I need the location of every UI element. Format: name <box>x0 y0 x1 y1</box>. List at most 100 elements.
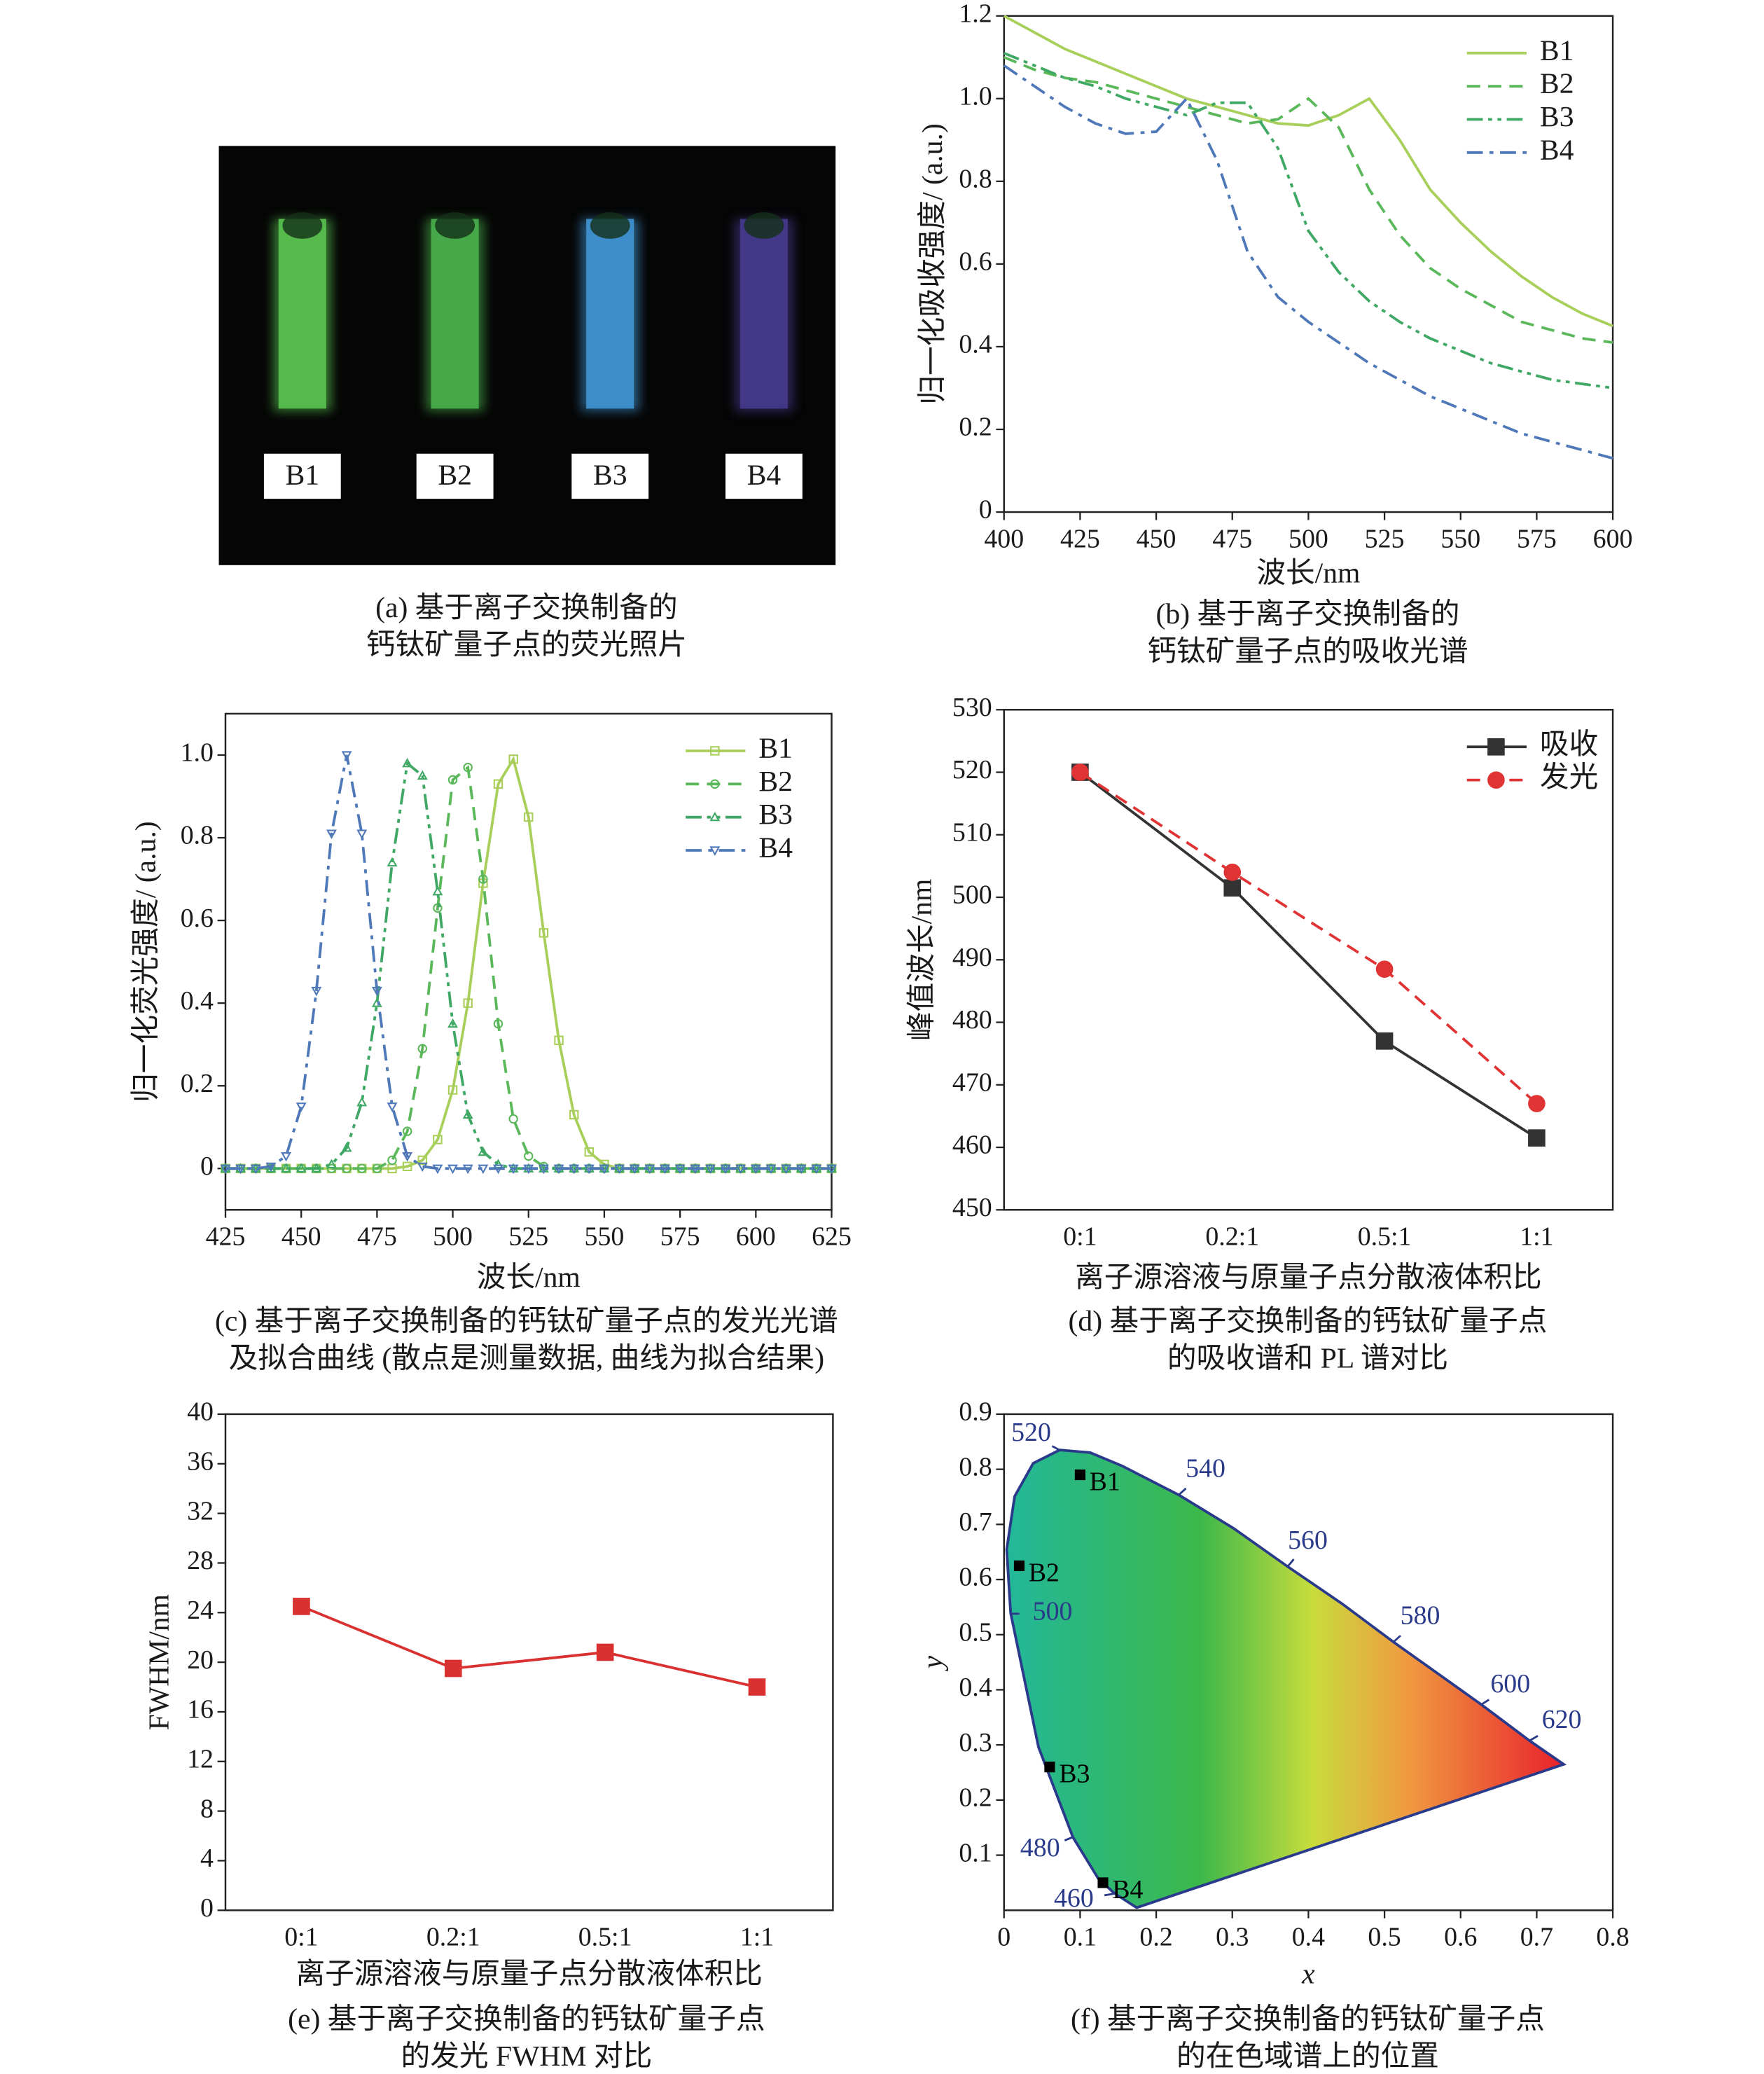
plot-frame <box>1003 15 1614 513</box>
caption: 钙钛矿量子点的荧光照片 <box>366 629 687 661</box>
series-line <box>225 761 832 1170</box>
x-tick-label: 550 <box>1440 524 1480 553</box>
marker <box>342 1163 352 1173</box>
marker <box>462 1164 473 1175</box>
marker <box>614 1164 625 1175</box>
marker <box>508 1114 518 1124</box>
y-tick-label: 530 <box>952 693 992 722</box>
y-tick-label: 470 <box>952 1067 992 1097</box>
wavelength-label: 600 <box>1490 1669 1530 1699</box>
locus-tick <box>1529 1734 1539 1742</box>
marker <box>432 1164 443 1175</box>
marker <box>235 1164 246 1175</box>
legend-marker <box>709 811 721 822</box>
x-tick-label: 1:1 <box>740 1923 774 1952</box>
caption: (e) 基于离子交换制备的钙钛矿量子点 <box>288 2003 765 2035</box>
legend-label: B4 <box>758 832 793 864</box>
x-axis-label: 波长/nm <box>1256 558 1360 590</box>
marker <box>281 1163 291 1173</box>
y-tick-label: 0 <box>979 495 992 525</box>
vial-label: B4 <box>747 459 782 491</box>
x-tick-label: 0.5:1 <box>1358 1222 1412 1252</box>
y-tick-label: 0.8 <box>959 1452 992 1481</box>
marker <box>447 775 458 785</box>
y-axis-label: 峰值波长/nm <box>906 879 938 1041</box>
marker <box>781 1164 792 1175</box>
marker <box>402 757 413 768</box>
marker <box>433 1135 443 1145</box>
x-tick-label: 425 <box>1060 524 1100 553</box>
marker <box>311 1163 322 1173</box>
marker <box>1528 1129 1546 1147</box>
y-tick-label: 0.2 <box>959 413 992 442</box>
vial <box>739 219 789 409</box>
x-tick-label: 575 <box>1517 524 1557 553</box>
marker <box>524 812 534 822</box>
y-tick-label: 450 <box>952 1193 992 1222</box>
series-line <box>1003 15 1613 328</box>
marker <box>296 1163 307 1173</box>
point-marker <box>1013 1560 1025 1571</box>
series-line <box>225 754 832 1170</box>
y-tick-label: 0.5 <box>959 1617 992 1647</box>
x-tick-label: 0.2:1 <box>426 1923 480 1952</box>
x-tick-label: 0.5:1 <box>578 1923 632 1952</box>
y-tick-label: 0.9 <box>959 1397 992 1427</box>
marker <box>720 1164 731 1175</box>
marker <box>326 1159 337 1168</box>
marker <box>478 874 488 884</box>
caption: 及拟合曲线 (散点是测量数据, 曲线为拟合结果) <box>229 1343 824 1375</box>
y-tick-label: 0.6 <box>181 904 214 933</box>
y-tick-label: 500 <box>952 880 992 910</box>
caption: (a) 基于离子交换制备的 <box>375 591 678 624</box>
series-line <box>1003 64 1613 460</box>
legend-label: B1 <box>758 733 793 765</box>
marker <box>765 1164 777 1175</box>
vial <box>431 219 479 409</box>
label-box <box>725 453 803 499</box>
marker <box>341 1142 352 1152</box>
y-tick-label: 0.1 <box>959 1838 992 1867</box>
x-tick-label: 500 <box>433 1222 473 1252</box>
marker <box>508 754 518 764</box>
caption: (c) 基于离子交换制备的钙钛矿量子点的发光光谱 <box>215 1305 838 1338</box>
caption: (f) 基于离子交换制备的钙钛矿量子点 <box>1071 2003 1545 2035</box>
legend-marker <box>710 746 720 756</box>
legend-label: 发光 <box>1540 761 1598 794</box>
y-tick-label: 8 <box>200 1794 214 1823</box>
marker <box>644 1164 655 1175</box>
marker <box>463 998 473 1008</box>
vial-meniscus <box>590 212 630 239</box>
y-tick-label: 12 <box>187 1744 214 1774</box>
legend-label: B2 <box>758 766 793 798</box>
marker <box>584 1147 595 1157</box>
x-tick-label: 525 <box>508 1222 548 1252</box>
x-tick-label: 0:1 <box>1063 1222 1097 1252</box>
point-marker <box>1097 1877 1109 1888</box>
marker <box>629 1164 640 1175</box>
marker <box>1528 1095 1546 1112</box>
legend-label: B2 <box>1540 68 1574 100</box>
y-tick-label: 20 <box>187 1645 214 1675</box>
x-tick-label: 400 <box>984 524 1024 553</box>
marker <box>704 1164 716 1175</box>
locus-tick <box>1178 1487 1187 1495</box>
vial-meniscus <box>435 212 475 239</box>
y-tick-label: 510 <box>952 817 992 847</box>
y-axis-label: y <box>917 1655 949 1671</box>
x-tick-label: 600 <box>1593 524 1633 553</box>
vial-label: B2 <box>438 459 472 491</box>
marker <box>493 1018 503 1029</box>
x-tick-label: 1:1 <box>1520 1222 1553 1252</box>
marker <box>356 829 368 839</box>
x-tick-label: 0.8 <box>1596 1923 1629 1952</box>
x-tick-label: 625 <box>812 1222 852 1252</box>
marker <box>748 1678 766 1696</box>
marker <box>417 1155 428 1166</box>
x-tick-label: 0.2:1 <box>1205 1222 1259 1252</box>
marker <box>311 986 322 997</box>
caption: 的发光 FWHM 对比 <box>401 2040 653 2073</box>
marker <box>690 1164 701 1175</box>
plot-frame <box>224 712 833 1211</box>
marker <box>599 1164 610 1175</box>
